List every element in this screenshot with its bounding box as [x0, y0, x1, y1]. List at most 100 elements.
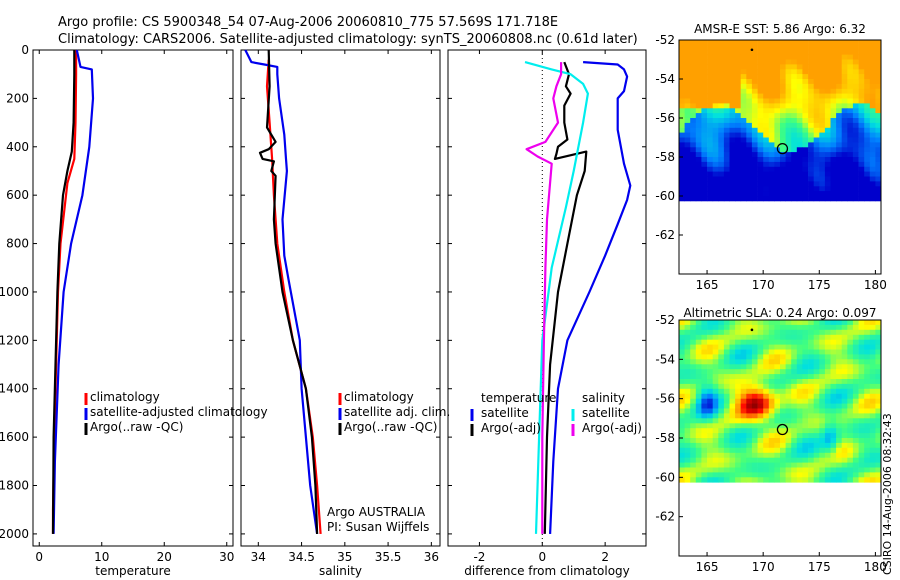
- heatmap-cell: [808, 428, 815, 434]
- heatmap-cell: [768, 147, 775, 153]
- heatmap-cell: [869, 196, 876, 202]
- heatmap-cell: [735, 74, 742, 80]
- heatmap-cell: [774, 132, 781, 138]
- heatmap-cell: [746, 393, 753, 400]
- heatmap-cell: [802, 462, 809, 468]
- heatmap-cell: [768, 324, 775, 331]
- heatmap-cell: [869, 457, 876, 463]
- x-tick-label: 170: [752, 278, 775, 292]
- heatmap-cell: [808, 69, 815, 75]
- heatmap-cell: [679, 103, 685, 109]
- heatmap-cell: [707, 413, 714, 419]
- heatmap-cell: [864, 127, 871, 134]
- heatmap-cell: [802, 74, 809, 80]
- heatmap-cell: [695, 176, 702, 182]
- heatmap-cell: [875, 166, 882, 173]
- heatmap-cell: [679, 418, 685, 424]
- heatmap-cell: [813, 49, 820, 56]
- heatmap-cell: [712, 176, 719, 182]
- heatmap-cell: [718, 74, 725, 80]
- heatmap-cell: [808, 324, 815, 331]
- heatmap-cell: [735, 452, 742, 459]
- heatmap-cell: [695, 196, 702, 202]
- heatmap-cell: [735, 354, 742, 360]
- heatmap-cell: [751, 467, 758, 473]
- heatmap-cell: [785, 408, 792, 414]
- heatmap-cell: [780, 54, 786, 60]
- heatmap-cell: [707, 457, 714, 463]
- heatmap-cell: [802, 103, 809, 109]
- heatmap-cell: [858, 438, 865, 444]
- heatmap-cell: [796, 339, 803, 345]
- heatmap-cell: [735, 334, 742, 341]
- heatmap-cell: [718, 339, 725, 345]
- heatmap-cell: [836, 69, 843, 75]
- x-tick-label: 175: [808, 278, 831, 292]
- heatmap-cell: [847, 433, 854, 439]
- heatmap-cell: [718, 364, 725, 370]
- heatmap-cell: [723, 369, 730, 375]
- heatmap-cell: [824, 354, 831, 360]
- heatmap-cell: [723, 447, 730, 454]
- y-tick-label: 200: [6, 91, 29, 105]
- heatmap-cell: [830, 462, 837, 468]
- heatmap-cell: [740, 349, 747, 355]
- heatmap-cell: [796, 98, 803, 104]
- heatmap-cell: [723, 93, 730, 99]
- x-tick-label: 180: [864, 560, 887, 574]
- heatmap-cell: [729, 393, 736, 400]
- heatmap-cell: [729, 477, 736, 483]
- heatmap-cell: [841, 408, 848, 414]
- heatmap-cell: [824, 142, 831, 148]
- heatmap-cell: [830, 157, 837, 163]
- heatmap-cell: [763, 69, 770, 75]
- heatmap-cell: [723, 472, 730, 478]
- heatmap-cell: [796, 477, 803, 483]
- heatmap-cell: [746, 452, 753, 459]
- heatmap-cell: [735, 339, 742, 345]
- heatmap-cell: [774, 462, 781, 468]
- heatmap-cell: [785, 329, 792, 336]
- heatmap-cell: [869, 186, 876, 192]
- heatmap-cell: [768, 64, 775, 70]
- heatmap-cell: [847, 428, 854, 434]
- heatmap-cell: [718, 423, 725, 429]
- heatmap-cell: [740, 379, 747, 385]
- heatmap-cell: [695, 359, 702, 365]
- heatmap-cell: [757, 191, 764, 197]
- heatmap-cell: [824, 171, 831, 177]
- heatmap-cell: [847, 379, 854, 385]
- heatmap-cell: [751, 344, 758, 350]
- heatmap-cell: [707, 408, 714, 414]
- heatmap-cell: [858, 388, 865, 395]
- heatmap-cell: [796, 320, 803, 326]
- heatmap-cell: [757, 423, 764, 429]
- heatmap-cell: [785, 186, 792, 192]
- heatmap-cell: [684, 354, 691, 360]
- heatmap-cell: [869, 83, 876, 90]
- legend-label: satellite: [481, 406, 529, 420]
- heatmap-cell: [751, 339, 758, 345]
- heatmap-cell: [735, 408, 742, 414]
- heatmap-cell: [802, 147, 809, 153]
- heatmap-cell: [751, 44, 758, 51]
- heatmap-cell: [791, 428, 798, 434]
- heatmap-cell: [690, 191, 697, 197]
- heatmap-cell: [830, 147, 837, 153]
- heatmap-cell: [858, 142, 865, 148]
- heatmap-cell: [757, 118, 764, 124]
- heatmap-cell: [763, 379, 770, 385]
- heatmap-cell: [791, 186, 798, 192]
- heatmap-cell: [864, 320, 871, 326]
- heatmap-cell: [723, 147, 730, 153]
- heatmap-cell: [808, 191, 815, 197]
- heatmap-cell: [824, 74, 831, 80]
- heatmap-cell: [684, 49, 691, 56]
- heatmap-cell: [763, 196, 770, 202]
- heatmap-cell: [869, 161, 876, 168]
- heatmap-cell: [695, 161, 702, 168]
- heatmap-cell: [869, 428, 876, 434]
- heatmap-cell: [869, 462, 876, 468]
- heatmap-cell: [707, 108, 714, 114]
- heatmap-cell: [740, 132, 747, 138]
